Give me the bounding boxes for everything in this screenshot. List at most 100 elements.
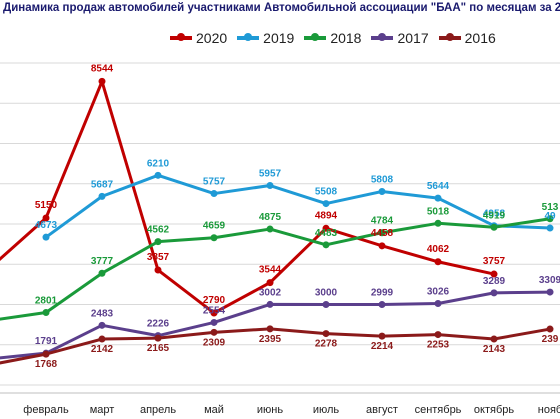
data-label-2016: 1768 xyxy=(35,359,58,370)
data-label-2017: 3309 xyxy=(539,275,560,286)
data-label-2018: 2801 xyxy=(35,296,58,307)
data-label-2016: 2253 xyxy=(427,340,450,351)
data-point-2019 xyxy=(546,224,554,232)
data-label-2016: 2165 xyxy=(147,343,170,354)
data-point-2020 xyxy=(98,77,106,85)
data-label-2019: 5687 xyxy=(91,179,114,190)
data-label-2018: 4483 xyxy=(315,228,338,239)
data-label-2018: 5018 xyxy=(427,206,450,217)
legend-swatch xyxy=(170,33,192,41)
data-point-2019 xyxy=(42,233,50,241)
data-point-2017 xyxy=(210,318,218,326)
data-label-2017: 2999 xyxy=(371,288,394,299)
chart-legend: 2020 2019 2018 2017 2016 xyxy=(170,27,496,49)
data-label-2016: 2309 xyxy=(203,337,226,348)
data-point-2017 xyxy=(490,289,498,297)
data-point-2017 xyxy=(322,301,330,309)
series-line-2017 xyxy=(0,290,551,360)
legend-label: 2017 xyxy=(397,30,429,46)
legend-item-2017: 2017 xyxy=(371,30,429,46)
data-point-2018 xyxy=(98,269,106,277)
legend-label: 2016 xyxy=(464,30,496,46)
data-point-2019 xyxy=(434,194,442,202)
data-label-2019: 5957 xyxy=(259,169,282,180)
data-label-2019: 4673 xyxy=(35,220,58,231)
data-point-2020 xyxy=(154,266,162,274)
data-point-2018 xyxy=(434,219,442,227)
data-label-2019: 49 xyxy=(544,211,556,222)
data-point-2017 xyxy=(98,321,106,329)
data-label-2020: 8544 xyxy=(91,63,114,74)
series-line-2019 xyxy=(45,173,551,239)
x-tick-label: август xyxy=(366,404,398,416)
data-point-2018 xyxy=(490,223,498,231)
legend-swatch xyxy=(371,33,394,41)
legend-label: 2020 xyxy=(196,30,228,46)
data-point-2020 xyxy=(210,309,218,317)
data-point-2017 xyxy=(378,301,386,309)
data-label-2016: 2278 xyxy=(315,339,338,350)
data-point-2019 xyxy=(266,182,274,190)
x-tick-label: сентябрь xyxy=(415,404,462,416)
x-tick-label: февраль xyxy=(23,404,69,416)
data-point-2016 xyxy=(378,332,386,340)
data-point-2016 xyxy=(266,325,274,333)
data-point-2020 xyxy=(434,258,442,266)
data-label-2019: 5644 xyxy=(427,181,450,192)
data-point-2020 xyxy=(378,242,386,250)
data-point-2020 xyxy=(266,279,274,287)
x-tick-label: июль xyxy=(313,404,340,416)
data-label-2018: 4919 xyxy=(483,210,506,221)
data-label-2017: 2226 xyxy=(147,319,170,330)
data-point-2020 xyxy=(490,270,498,278)
data-point-2018 xyxy=(42,309,50,317)
series-line-2020 xyxy=(0,79,495,315)
data-point-2017 xyxy=(434,299,442,307)
data-point-2016 xyxy=(434,331,442,339)
data-label-2016: 2395 xyxy=(259,334,282,345)
data-point-2020 xyxy=(42,214,50,222)
x-tick-label: май xyxy=(204,404,224,416)
data-label-2017: 2554 xyxy=(203,305,226,316)
data-label-2017: 2483 xyxy=(91,308,114,319)
legend-label: 2019 xyxy=(263,30,295,46)
data-label-2020: 5150 xyxy=(35,200,58,211)
chart-title: Динамика продаж автомобилей участниками … xyxy=(3,2,560,14)
data-point-2019 xyxy=(98,192,106,200)
legend-item-2018: 2018 xyxy=(304,30,361,46)
data-label-2017: 3002 xyxy=(259,287,282,298)
data-point-2018 xyxy=(378,229,386,237)
data-label-2017: 1791 xyxy=(35,336,58,347)
data-point-2018 xyxy=(546,215,554,223)
data-point-2016 xyxy=(546,325,554,333)
data-label-2019: 5508 xyxy=(315,187,338,198)
legend-swatch xyxy=(237,33,260,41)
data-label-2018: 4875 xyxy=(259,212,282,223)
legend-item-2020: 2020 xyxy=(170,30,227,46)
data-point-2017 xyxy=(546,288,554,296)
data-label-2017: 3026 xyxy=(427,286,450,297)
data-point-2016 xyxy=(154,334,162,342)
legend-item-2019: 2019 xyxy=(237,30,294,46)
data-point-2016 xyxy=(42,350,50,358)
data-label-2019: 4958 xyxy=(483,209,506,220)
data-label-2018: 4659 xyxy=(203,221,226,232)
data-label-2017: 3000 xyxy=(315,288,338,299)
data-point-2018 xyxy=(322,241,330,249)
data-label-2017: 3289 xyxy=(483,276,506,287)
legend-swatch xyxy=(438,33,461,41)
data-label-2020: 3544 xyxy=(259,265,282,276)
legend-swatch xyxy=(304,33,327,41)
data-label-2018: 3777 xyxy=(91,256,114,267)
data-label-2020: 2790 xyxy=(203,295,226,306)
data-label-2016: 2214 xyxy=(371,341,394,352)
legend-label: 2018 xyxy=(330,30,362,46)
data-label-2018: 4784 xyxy=(371,216,394,227)
data-label-2016: 2142 xyxy=(91,344,114,355)
data-point-2020 xyxy=(322,224,330,232)
data-label-2020: 3757 xyxy=(483,256,506,267)
data-label-2019: 5808 xyxy=(371,175,394,186)
data-label-2020: 4458 xyxy=(371,228,394,239)
data-label-2016: 2143 xyxy=(483,344,506,355)
